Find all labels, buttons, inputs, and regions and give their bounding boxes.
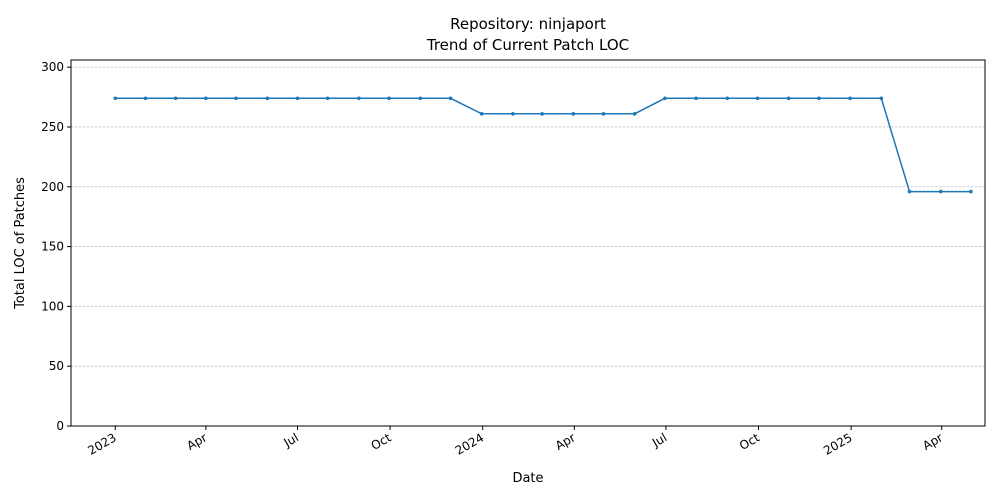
series-polyline <box>115 97 971 193</box>
x-tick-label: Apr <box>184 430 209 453</box>
x-tick-label: Jul <box>649 430 669 450</box>
data-point <box>113 96 118 101</box>
x-tick-label: 2023 <box>85 430 118 457</box>
data-point <box>295 96 300 101</box>
plot-frame <box>70 59 986 427</box>
y-tick-label: 50 <box>49 359 64 373</box>
data-point <box>817 96 821 101</box>
y-axis-ticks: 0 50 100 150 200 250 300 <box>41 60 71 433</box>
y-tick-label: 200 <box>41 180 64 194</box>
data-point <box>234 96 238 101</box>
y-tick-label: 0 <box>56 419 64 433</box>
x-tick-label: 2025 <box>821 430 854 457</box>
data-point <box>387 96 391 101</box>
y-tick-label: 300 <box>41 60 64 74</box>
x-axis-ticks: 2023 Apr Jul Oct 2024 Apr Jul Oct 2025 Apr <box>85 426 945 458</box>
data-point <box>879 96 884 101</box>
data-point <box>265 96 270 101</box>
x-tick-label: Oct <box>369 430 394 453</box>
series-line <box>113 96 973 194</box>
data-point <box>325 96 330 101</box>
x-tick-label: Oct <box>737 430 762 453</box>
data-point <box>786 96 791 101</box>
data-point <box>969 189 973 194</box>
y-tick-label: 100 <box>41 299 64 313</box>
data-point <box>694 96 698 101</box>
data-point <box>848 96 852 101</box>
data-point <box>448 96 453 101</box>
x-tick-label: Apr <box>553 430 578 453</box>
data-point <box>479 112 484 116</box>
y-tick-label: 150 <box>41 240 64 254</box>
data-point <box>571 112 576 116</box>
data-point <box>357 96 361 101</box>
data-point <box>907 189 912 194</box>
x-axis-label: Date <box>512 471 543 486</box>
y-axis-label: Total LOC of Patches <box>13 177 28 310</box>
y-gridlines <box>71 66 985 427</box>
data-point <box>725 96 730 101</box>
chart-title-line1: Repository: ninjaport <box>450 15 606 33</box>
x-tick-label: 2024 <box>453 430 486 457</box>
data-point <box>632 112 637 116</box>
data-point <box>601 112 606 116</box>
data-point <box>418 96 423 101</box>
x-tick-label: Apr <box>920 430 945 453</box>
data-point <box>663 96 667 101</box>
data-point <box>204 96 208 101</box>
data-point <box>173 96 178 101</box>
y-tick-label: 250 <box>41 120 64 134</box>
data-point <box>938 189 943 194</box>
data-point <box>755 96 760 101</box>
data-point <box>143 96 148 101</box>
data-point <box>540 112 544 116</box>
x-tick-label: Jul <box>281 430 301 450</box>
data-point <box>511 112 515 116</box>
chart-title-line2: Trend of Current Patch LOC <box>426 36 629 54</box>
